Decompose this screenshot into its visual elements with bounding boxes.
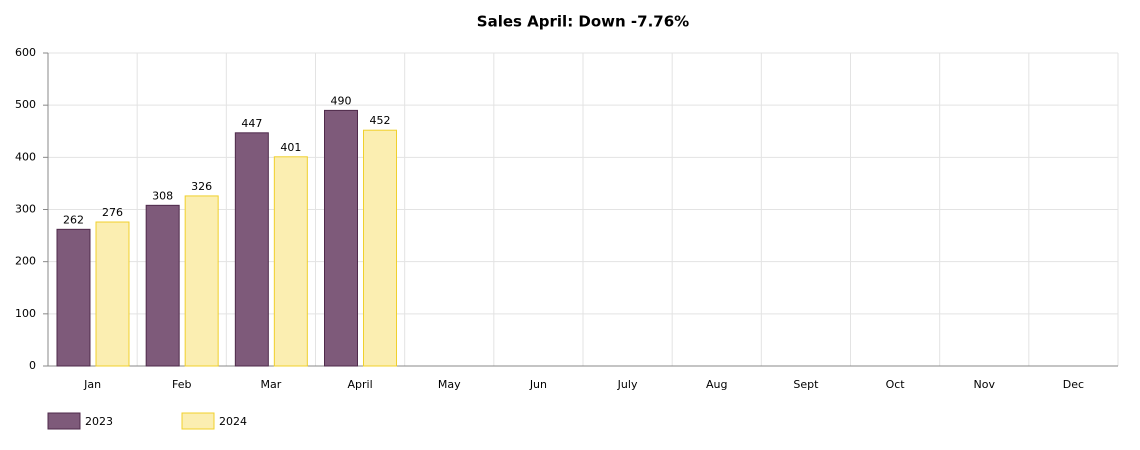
value-label: 452 <box>370 114 391 127</box>
x-tick-label: Jun <box>529 378 547 391</box>
x-tick-label: Jan <box>83 378 101 391</box>
x-tick-label: May <box>438 378 461 391</box>
x-tick-label: Nov <box>974 378 996 391</box>
bar <box>56 228 91 367</box>
bar <box>324 109 358 367</box>
value-label: 262 <box>63 213 84 226</box>
value-label: 276 <box>102 206 123 219</box>
value-label: 447 <box>241 117 262 130</box>
value-label: 401 <box>280 141 301 154</box>
bar <box>234 132 269 367</box>
x-tick-label: Mar <box>261 378 282 391</box>
y-tick-label: 400 <box>15 150 36 163</box>
y-tick-label: 0 <box>29 359 36 372</box>
bar <box>184 195 219 367</box>
bar <box>145 204 180 367</box>
y-tick-label: 200 <box>15 255 36 268</box>
legend-swatch <box>181 412 215 430</box>
x-tick-label: Oct <box>886 378 906 391</box>
y-tick-label: 300 <box>15 203 36 216</box>
y-tick-label: 600 <box>15 46 36 59</box>
x-tick-label: Dec <box>1063 378 1084 391</box>
value-label: 308 <box>152 189 173 202</box>
x-tick-label: Aug <box>706 378 727 391</box>
legend-label: 2024 <box>219 415 247 428</box>
x-tick-label: April <box>348 378 373 391</box>
value-label: 326 <box>191 180 212 193</box>
y-tick-label: 100 <box>15 307 36 320</box>
bar <box>273 156 308 367</box>
legend-swatch <box>47 412 81 430</box>
chart-title: Sales April: Down -7.76% <box>477 13 689 31</box>
value-label: 490 <box>331 94 352 107</box>
bar <box>95 221 130 367</box>
y-tick-label: 500 <box>15 98 36 111</box>
legend-label: 2023 <box>85 415 113 428</box>
x-tick-label: Feb <box>172 378 191 391</box>
x-tick-label: Sept <box>793 378 819 391</box>
bar <box>363 129 397 367</box>
x-tick-label: July <box>617 378 638 391</box>
